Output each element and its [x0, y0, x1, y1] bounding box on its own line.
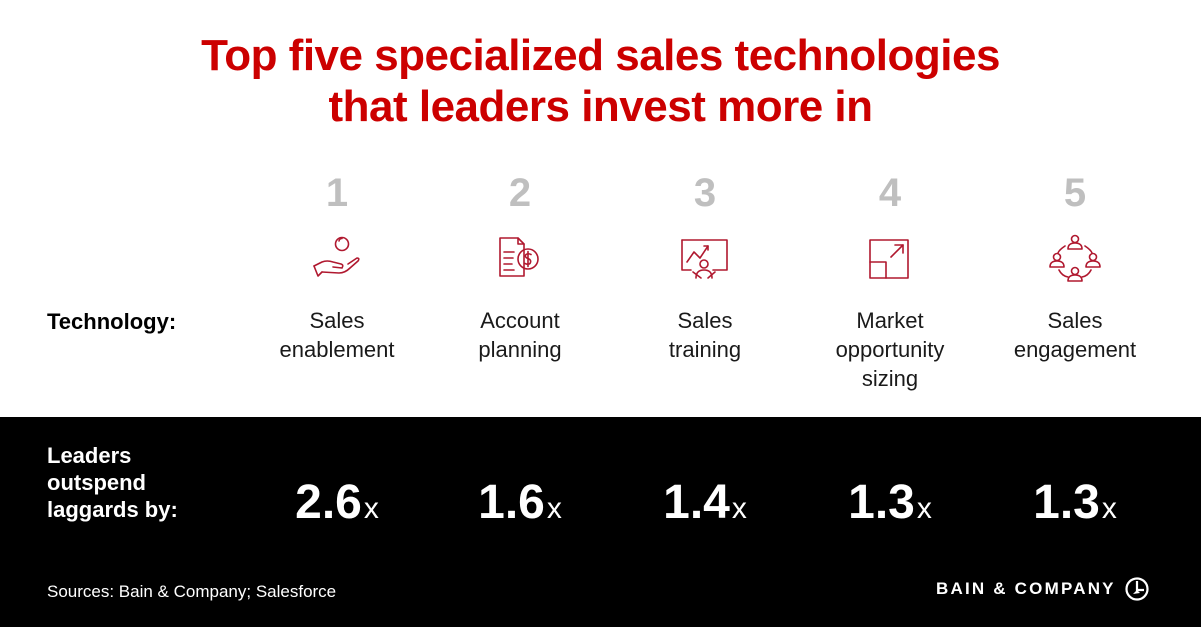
outspend-band: Leaders outspend laggards by: 2.6x 1.6x 1.…	[0, 417, 1201, 627]
multiplier-value: 1.6	[478, 476, 545, 529]
multiplier-unit: x	[916, 492, 932, 525]
technology-name-line: training	[668, 337, 742, 362]
multiplier-value: 2.6	[295, 476, 362, 529]
title-line: Top five specialized sales technologies	[201, 31, 1000, 80]
technology-name-line: engagement	[1013, 337, 1137, 362]
technology-name-line: Market	[856, 308, 924, 333]
brand-logo: BAIN & COMPANY	[936, 575, 1150, 603]
source-note: Sources: Bain & Company; Salesforce	[47, 582, 337, 601]
outspend-multiplier: 1.3x	[790, 475, 990, 542]
compass-icon	[1125, 577, 1149, 601]
outspend-row-label: Leaders outspend laggards by:	[47, 442, 178, 523]
people-network-icon	[1047, 232, 1103, 284]
multiplier-unit: x	[731, 492, 747, 525]
multiplier-value: 1.3	[848, 476, 915, 529]
multiplier-value: 1.4	[663, 476, 730, 529]
technology-name-line: opportunity	[835, 337, 945, 362]
outspend-multiplier: 1.4x	[605, 475, 805, 542]
technology-name-line: Sales	[309, 308, 365, 333]
technology-name: Sales training	[610, 306, 800, 364]
rank-number: 3	[693, 171, 717, 215]
rank-number: 2	[508, 171, 532, 215]
multiplier-unit: x	[546, 492, 562, 525]
technology-name: Sales enablement	[242, 306, 432, 364]
technology-name-line: Sales	[1047, 308, 1103, 333]
outspend-multiplier: 1.6x	[420, 475, 620, 542]
technology-name-line: sizing	[861, 366, 919, 391]
outspend-label-line: Leaders	[47, 443, 132, 468]
technology-name-line: planning	[478, 337, 562, 362]
outspend-multiplier: 1.3x	[975, 475, 1175, 542]
outspend-multiplier: 2.6x	[237, 475, 437, 542]
technology-name-line: enablement	[279, 337, 395, 362]
title-line: that leaders invest more in	[328, 82, 873, 131]
chart-title: Top five specialized sales technologies …	[0, 30, 1201, 132]
rank-number: 5	[1063, 171, 1087, 215]
rank-number: 4	[878, 171, 902, 215]
technology-row-label: Technology:	[47, 309, 177, 334]
technology-name: Market opportunity sizing	[795, 306, 985, 393]
multiplier-value: 1.3	[1033, 476, 1100, 529]
outspend-label-line: laggards by:	[47, 497, 178, 522]
outspend-label-line: outspend	[47, 470, 146, 495]
hand-coin-icon	[309, 232, 365, 284]
multiplier-unit: x	[1101, 492, 1117, 525]
technology-name: Account planning	[425, 306, 615, 364]
presentation-icon	[677, 232, 733, 284]
technology-name: Sales engagement	[980, 306, 1170, 364]
technology-name-line: Account	[480, 308, 560, 333]
brand-name: BAIN & COMPANY	[936, 579, 1116, 598]
rank-number: 1	[325, 171, 349, 215]
multiplier-unit: x	[363, 492, 379, 525]
expand-arrow-icon	[862, 232, 918, 284]
document-dollar-icon	[492, 232, 548, 284]
technology-name-line: Sales	[677, 308, 733, 333]
